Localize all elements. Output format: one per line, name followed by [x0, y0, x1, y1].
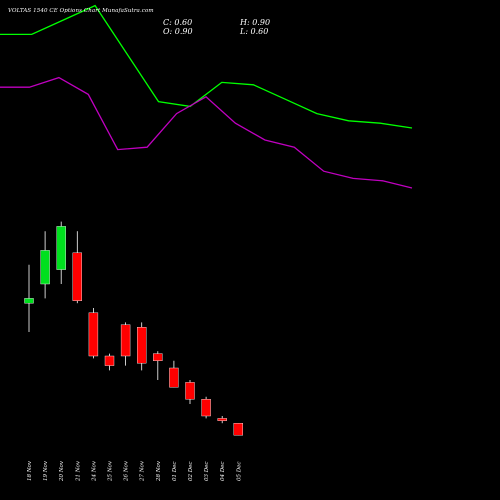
candle-body: [185, 382, 195, 400]
x-tick-label: 05 Dec: [236, 462, 242, 482]
x-tick-label: 03 Dec: [204, 462, 210, 482]
upper-band-line: [0, 4, 413, 129]
candle-body: [72, 252, 83, 302]
chart-title: VOLTAS 1540 CE Options Chart MunafaSutra…: [8, 8, 154, 14]
candle-body: [104, 355, 115, 366]
x-tick-label: 27 Nov: [140, 460, 146, 482]
x-tick-label: 26 Nov: [124, 460, 130, 482]
high-value: H: 0.90: [240, 18, 271, 27]
candle-body: [169, 367, 179, 388]
low-value: L: 0.60: [240, 27, 269, 36]
candles-layer: [24, 221, 244, 436]
candle-body: [201, 399, 211, 417]
candle-body: [233, 423, 244, 436]
x-tick-label: 28 Nov: [156, 460, 162, 482]
candle-body: [24, 298, 34, 304]
close-value: C: 0.60: [163, 18, 193, 27]
bands-layer: [0, 4, 413, 189]
candle-body: [56, 226, 66, 270]
x-tick-label: 18 Nov: [27, 460, 33, 481]
candle-body: [217, 418, 227, 421]
candle-body: [153, 353, 163, 362]
lower-band-line: [0, 76, 413, 189]
x-tick-label: 01 Dec: [172, 462, 178, 482]
x-tick-labels: 18 Nov 19 Nov 20 Nov 21 Nov 24 Nov 25 Nov 26 N…: [27, 460, 242, 482]
x-tick-label: 21 Nov: [75, 460, 81, 482]
x-tick-label: 02 Dec: [188, 462, 194, 482]
x-tick-label: 24 Nov: [91, 460, 97, 482]
candle-body: [136, 327, 147, 364]
x-tick-label: 25 Nov: [108, 460, 114, 482]
x-tick-label: 19 Nov: [43, 460, 49, 481]
candle-body: [88, 312, 99, 357]
x-tick-label: 04 Dec: [220, 462, 226, 482]
candle-body: [120, 324, 131, 357]
x-tick-label: 20 Nov: [59, 460, 65, 482]
candle-body: [40, 250, 50, 285]
open-value: O: 0.90: [163, 27, 193, 36]
